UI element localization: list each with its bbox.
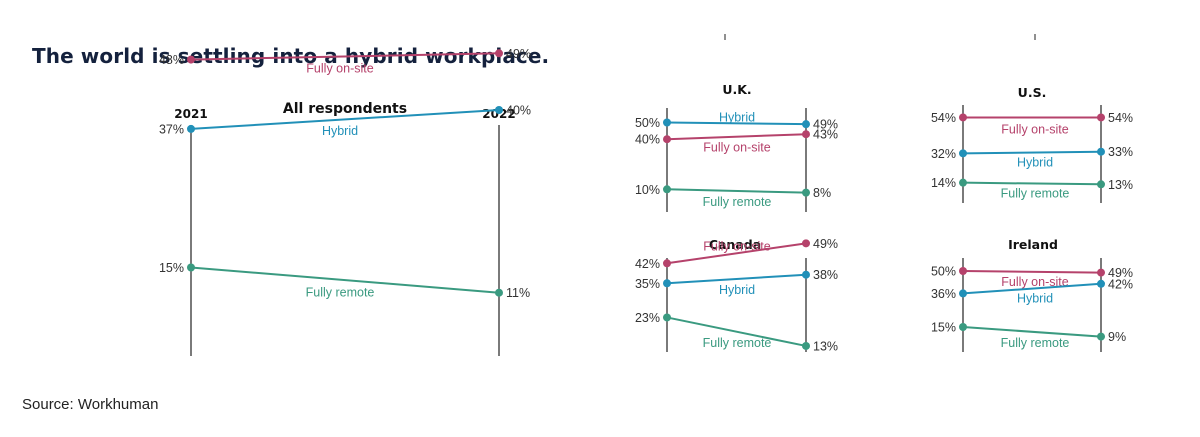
data-point bbox=[187, 55, 195, 64]
data-point bbox=[959, 267, 967, 275]
data-point bbox=[187, 263, 195, 272]
series-label: Hybrid bbox=[719, 283, 755, 297]
series-label: Fully remote bbox=[703, 336, 772, 350]
data-point bbox=[959, 149, 967, 158]
data-point bbox=[187, 124, 195, 133]
source-note: Source: Workhuman bbox=[22, 396, 159, 413]
data-point bbox=[959, 289, 967, 298]
series-label: Fully remote bbox=[1001, 336, 1070, 350]
series-line bbox=[666, 242, 807, 265]
panel-title: U.S. bbox=[1018, 85, 1047, 100]
data-point bbox=[1097, 147, 1105, 156]
series-line bbox=[666, 316, 807, 347]
data-point bbox=[959, 178, 967, 187]
data-label: 42% bbox=[1108, 277, 1133, 291]
series-label: Fully on-site bbox=[1001, 122, 1068, 136]
data-point bbox=[663, 259, 671, 268]
panel-title: Canada bbox=[709, 237, 761, 252]
data-label: 48% bbox=[159, 53, 184, 67]
series-label: Fully on-site bbox=[1001, 275, 1068, 289]
data-point bbox=[663, 185, 671, 194]
data-point bbox=[663, 313, 671, 322]
series-line bbox=[190, 109, 500, 130]
data-label: 11% bbox=[506, 286, 530, 300]
series-label: Hybrid bbox=[322, 124, 358, 138]
data-label: 43% bbox=[813, 128, 838, 142]
data-label: 13% bbox=[813, 339, 838, 353]
data-label: 23% bbox=[635, 311, 660, 325]
data-point bbox=[959, 113, 967, 122]
data-label: 40% bbox=[635, 133, 660, 147]
series-label: Hybrid bbox=[1017, 155, 1053, 169]
data-point bbox=[1097, 332, 1105, 341]
series-line bbox=[190, 52, 500, 61]
data-label: 14% bbox=[931, 176, 956, 190]
series-line bbox=[666, 273, 807, 285]
data-label: 32% bbox=[931, 147, 956, 161]
data-label: 54% bbox=[931, 111, 956, 125]
series-line bbox=[962, 282, 1102, 295]
data-label: 37% bbox=[159, 122, 184, 136]
data-label: 50% bbox=[931, 265, 956, 279]
data-point bbox=[802, 270, 810, 279]
data-label: 35% bbox=[635, 277, 660, 291]
data-point bbox=[802, 120, 810, 129]
data-point bbox=[802, 188, 810, 197]
series-line bbox=[962, 270, 1102, 274]
data-point bbox=[495, 106, 503, 114]
data-point bbox=[1097, 180, 1105, 189]
page-title: The world is settling into a hybrid work… bbox=[32, 44, 550, 68]
series-line bbox=[666, 133, 807, 141]
series-label: Hybrid bbox=[719, 110, 755, 124]
data-label: 49% bbox=[1108, 266, 1133, 280]
series-line bbox=[190, 266, 500, 294]
series-label: Fully on-site bbox=[703, 239, 770, 253]
data-label: 40% bbox=[506, 104, 531, 118]
data-label: 15% bbox=[931, 321, 956, 335]
series-label: Fully on-site bbox=[703, 141, 770, 155]
data-label: 54% bbox=[1108, 111, 1133, 125]
data-point bbox=[802, 239, 810, 248]
data-label: 49% bbox=[506, 47, 531, 61]
series-line bbox=[666, 121, 807, 126]
panel-title: U.K. bbox=[722, 82, 751, 97]
data-point bbox=[663, 279, 671, 288]
data-label: 38% bbox=[813, 268, 838, 282]
data-point bbox=[1097, 268, 1105, 277]
data-label: 33% bbox=[1108, 145, 1133, 159]
series-label: Fully remote bbox=[306, 286, 375, 300]
series-line bbox=[666, 188, 807, 194]
data-label: 42% bbox=[635, 257, 660, 271]
data-point bbox=[663, 118, 671, 127]
series-label: Fully on-site bbox=[306, 62, 373, 76]
series-label: Hybrid bbox=[1017, 291, 1053, 305]
data-label: 8% bbox=[813, 186, 831, 200]
data-point bbox=[802, 341, 810, 350]
panel-title: Ireland bbox=[1008, 237, 1058, 252]
series-line bbox=[962, 181, 1102, 186]
year-label: 2021 bbox=[174, 107, 207, 121]
data-point bbox=[1097, 279, 1105, 288]
data-label: 49% bbox=[813, 118, 838, 132]
series-line bbox=[962, 150, 1102, 155]
data-point bbox=[802, 130, 810, 139]
data-label: 15% bbox=[159, 261, 184, 275]
data-point bbox=[495, 288, 503, 297]
data-point bbox=[1097, 113, 1105, 122]
series-label: Fully remote bbox=[703, 195, 772, 209]
data-point bbox=[663, 135, 671, 144]
data-label: 36% bbox=[931, 287, 956, 301]
data-label: 13% bbox=[1108, 178, 1133, 192]
data-label: 49% bbox=[813, 237, 838, 251]
data-label: 50% bbox=[635, 116, 660, 130]
data-label: 9% bbox=[1108, 330, 1126, 344]
series-line bbox=[962, 326, 1102, 338]
series-label: Fully remote bbox=[1001, 187, 1070, 201]
panel-title: All respondents bbox=[283, 101, 407, 117]
data-point bbox=[959, 323, 967, 331]
data-point bbox=[495, 49, 503, 58]
data-label: 10% bbox=[635, 183, 660, 197]
